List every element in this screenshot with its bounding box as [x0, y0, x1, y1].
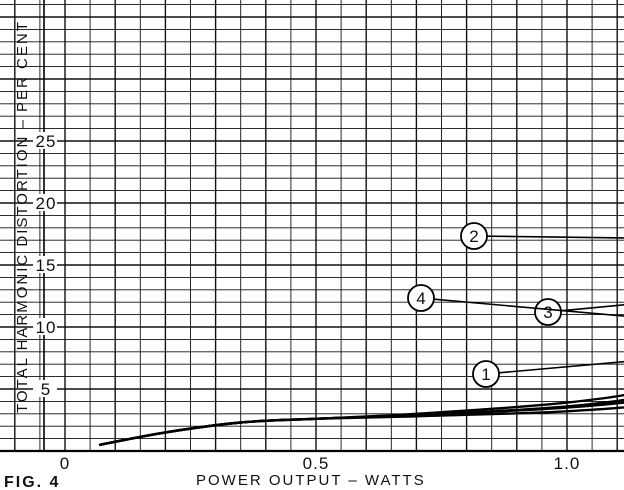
callout-leader-2 — [486, 235, 624, 239]
y-tick-label-bg — [33, 194, 57, 211]
y-axis-title: TOTAL HARMONIC DISTORTION – PER CENT — [14, 20, 31, 413]
callout-circle-1 — [472, 360, 500, 388]
y-tick-label-bg — [33, 380, 57, 397]
y-tick-label-bg — [33, 318, 57, 335]
callout-leader-4 — [433, 298, 624, 317]
x-tick-label: 1.0 — [554, 454, 581, 473]
callout-circle-3 — [534, 298, 562, 326]
minor-grid — [0, 0, 624, 451]
y-tick-label: 15 — [36, 256, 57, 275]
axis-lines — [0, 0, 624, 453]
callout-label-1: 1 — [481, 365, 490, 384]
x-tick-label: 0 — [60, 454, 70, 473]
x-axis-title: POWER OUTPUT – WATTS — [196, 472, 426, 489]
callout-label-2: 2 — [469, 227, 478, 246]
y-tick-label: 10 — [36, 318, 57, 337]
callout-circle-2 — [460, 222, 488, 250]
series-line-4 — [98, 398, 624, 446]
y-tick-label: 25 — [36, 132, 57, 151]
callout-layer: 1 2 3 4 — [407, 222, 624, 388]
y-tick-label-bg — [33, 256, 57, 273]
y-tick-label-bg — [33, 132, 57, 149]
callout-leader-1 — [498, 360, 624, 374]
y-tick-label: 5 — [41, 380, 51, 399]
callout-circle-4 — [407, 284, 435, 312]
figure-label: FIG. 4 — [4, 474, 60, 490]
series-layer — [98, 393, 624, 446]
major-grid — [0, 0, 624, 452]
x-tick-label: 0.5 — [303, 454, 330, 473]
callout-label-4: 4 — [416, 289, 425, 308]
callout-label-3: 3 — [543, 303, 552, 322]
y-tick-label: 20 — [36, 194, 57, 213]
